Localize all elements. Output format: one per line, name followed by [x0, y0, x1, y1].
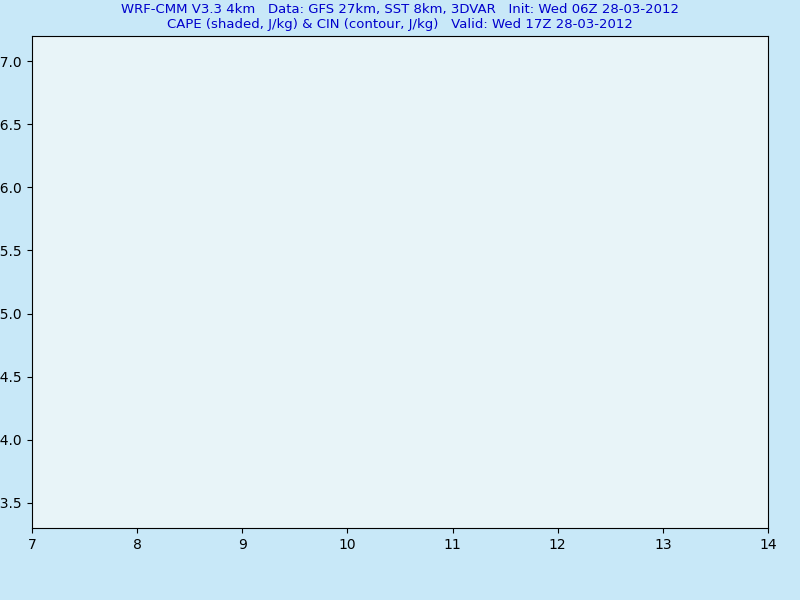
Title: WRF-CMM V3.3 4km   Data: GFS 27km, SST 8km, 3DVAR   Init: Wed 06Z 28-03-2012
CAP: WRF-CMM V3.3 4km Data: GFS 27km, SST 8km…: [121, 2, 679, 31]
